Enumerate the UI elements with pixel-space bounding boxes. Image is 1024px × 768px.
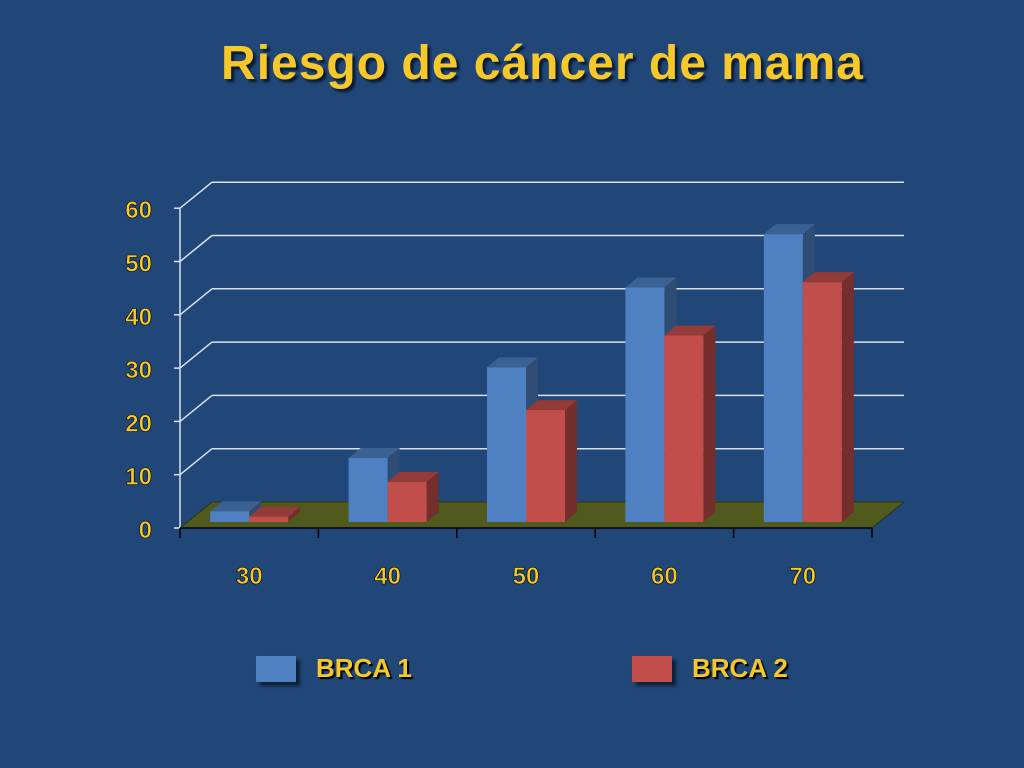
x-tick-label: 30 [236,563,263,590]
x-tick-label: 50 [513,563,540,590]
bar-top [249,506,301,517]
legend-swatch-brca1 [256,656,296,682]
axes [174,207,873,538]
bar [387,472,439,522]
x-tick-label: 60 [651,563,678,590]
bar [526,400,577,522]
bar-side [288,506,301,522]
bar-front [763,234,803,522]
gridline-diagonal [179,234,213,263]
bar [249,506,301,522]
bar-front [348,458,388,522]
y-tick-label: 40 [125,304,152,331]
legend-label-brca2: BRCA 2 [692,653,788,683]
bars [210,224,854,522]
y-tick-label: 10 [125,464,152,491]
bar [802,272,854,522]
bar-top [210,501,262,512]
bar-top [526,400,577,411]
bar [487,357,538,522]
bar-front [249,516,289,522]
bar-side [565,400,577,522]
bar-side [841,272,854,522]
y-tick-label: 0 [139,517,152,544]
bar-front [487,367,526,522]
bar-top [664,325,716,336]
tick-labels: 0 10 20 30 40 50 60 30 40 50 60 70 [125,197,816,590]
legend-swatch-brca2 [632,656,672,682]
bar-side [426,472,439,522]
bar-top [763,224,815,235]
bar-front [625,287,665,522]
gridline-diagonal [179,341,213,369]
x-tick-label: 70 [789,563,816,590]
bar-front [664,335,704,522]
bar-front [210,511,250,522]
bar-top [387,472,439,483]
gridline-diagonal [179,181,213,209]
y-tick-label: 50 [125,251,152,278]
x-tick-label: 40 [374,563,401,590]
gridline-diagonal [179,394,213,422]
bar-side [703,325,716,522]
bar-front [802,282,842,522]
bar-front [526,410,565,522]
bar-top [625,277,677,288]
chart-title: Riesgo de cáncer de mama [221,37,864,90]
bar-top [487,357,538,368]
y-tick-label: 20 [125,410,152,437]
y-tick-label: 30 [125,357,152,384]
bar-top [802,272,854,283]
legend-label-brca1: BRCA 1 [316,653,412,683]
bar-top [348,448,400,459]
bar [664,325,716,522]
bar-front [387,482,427,522]
gridline-diagonal [179,448,213,476]
bar [348,448,400,522]
y-tick-label: 60 [125,197,152,224]
gridline-diagonal [179,288,213,316]
